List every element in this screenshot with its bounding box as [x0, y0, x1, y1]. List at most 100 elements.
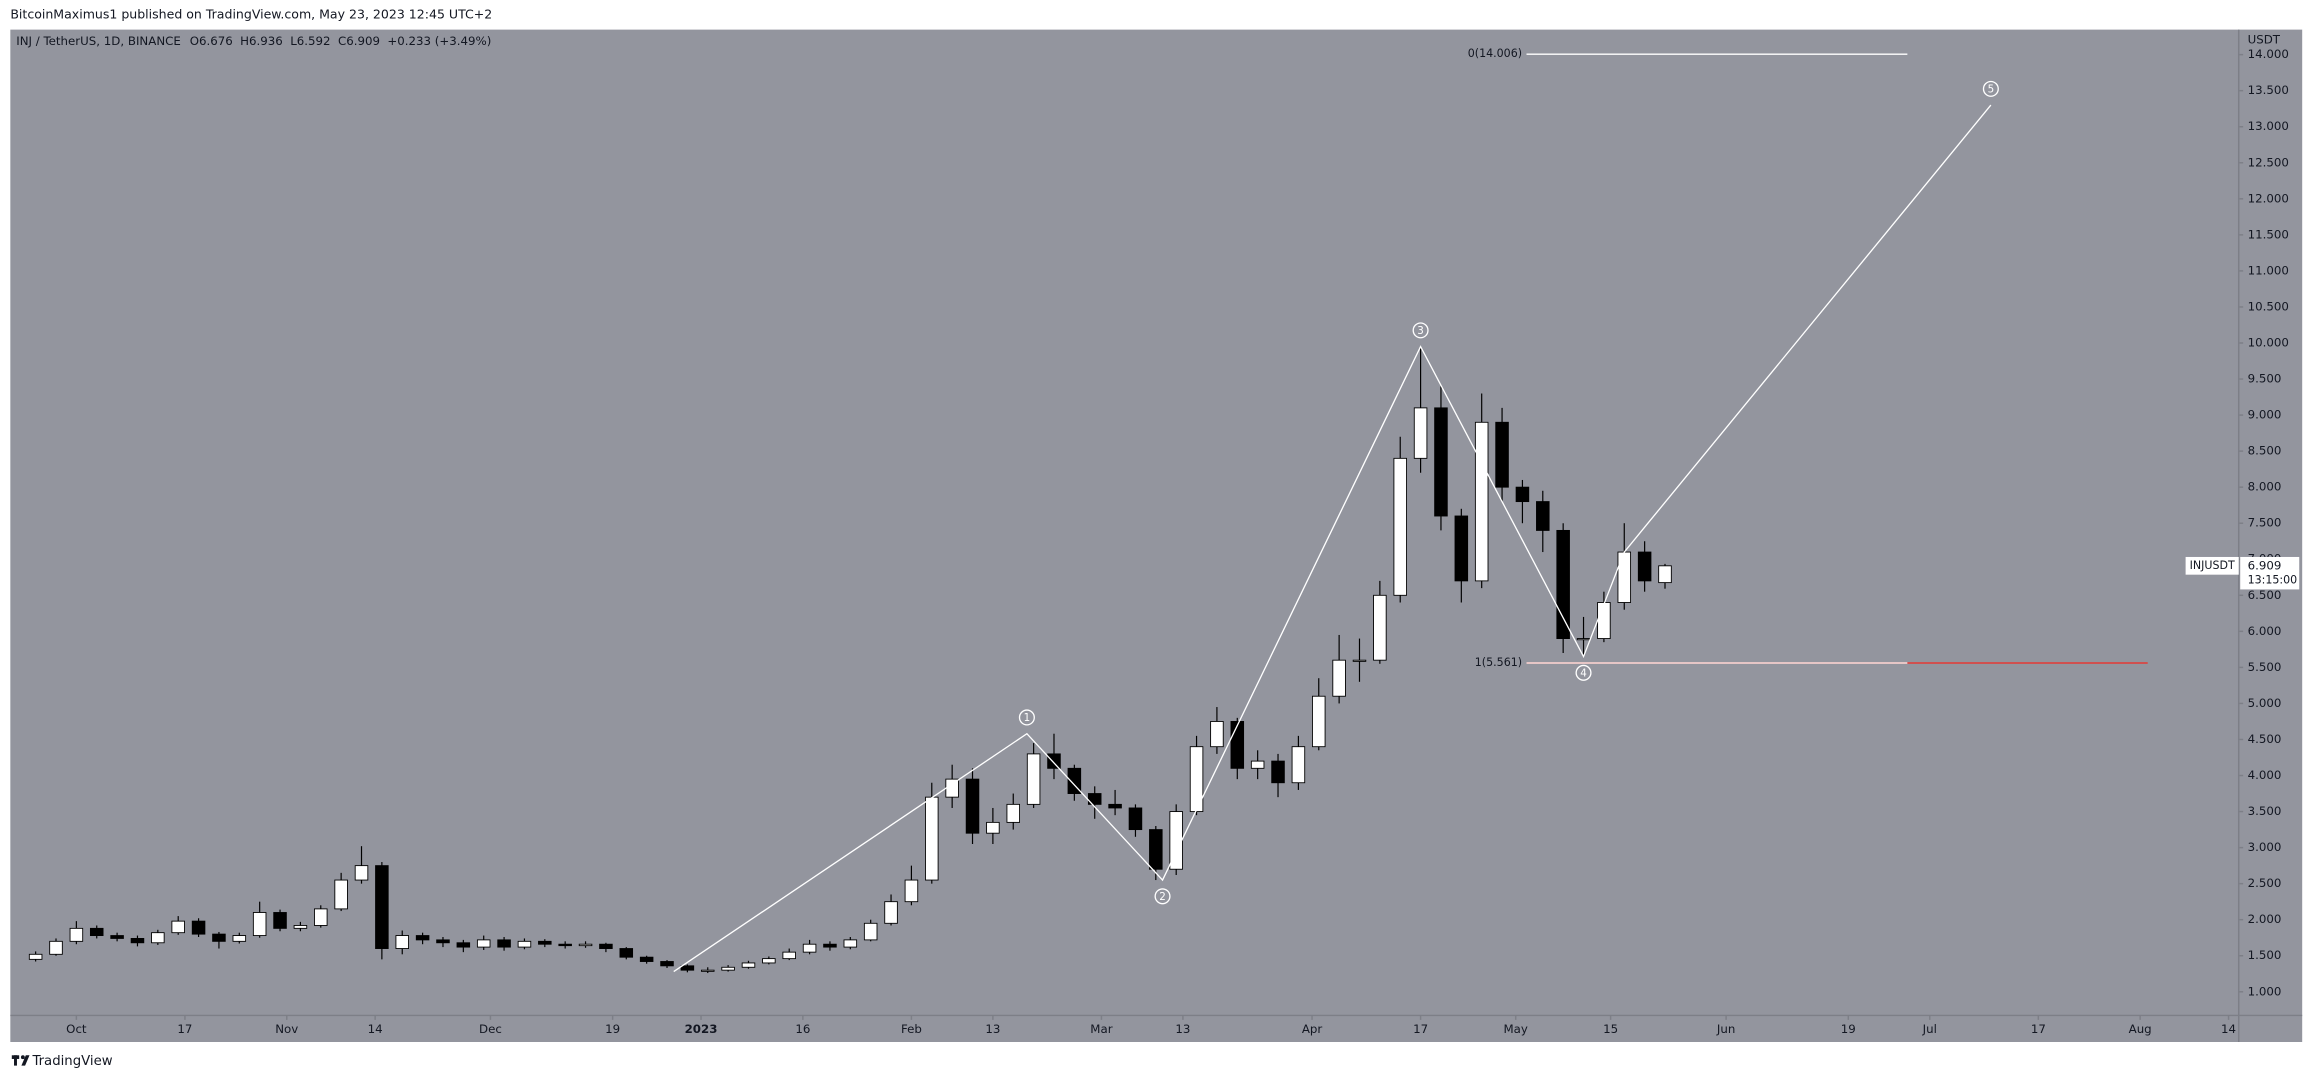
candle-body — [151, 932, 165, 944]
y-tick-label: 6.000 — [2248, 624, 2282, 638]
candle-body — [334, 879, 348, 910]
candle-body — [660, 961, 674, 967]
x-tick-label: Aug — [2129, 1022, 2152, 1036]
candle-body — [1250, 760, 1265, 769]
legend-ohlc-key: C — [338, 34, 346, 48]
candle-body — [823, 943, 837, 948]
candle-body — [1047, 753, 1061, 769]
chart-background — [10, 29, 2303, 1042]
x-tick-label: Feb — [901, 1022, 922, 1036]
candle-body — [904, 879, 919, 903]
y-tick-label: 13.000 — [2248, 119, 2289, 133]
candle-body — [1108, 803, 1122, 809]
candle-body — [1169, 811, 1183, 870]
candle-body — [273, 912, 287, 929]
candle-body — [599, 943, 613, 949]
x-tick-label: 17 — [1413, 1022, 1428, 1036]
y-tick-label: 2.500 — [2248, 876, 2282, 890]
candle-body — [741, 962, 756, 968]
candle-body — [1393, 457, 1407, 596]
candle-body — [538, 940, 552, 945]
legend-ohlc-value: 6.592 — [297, 34, 331, 48]
candle-body — [1291, 746, 1306, 784]
brand-name: TradingView — [31, 1054, 112, 1069]
legend-ohlc-key: H — [240, 34, 249, 48]
wave-label: 3 — [1417, 325, 1424, 337]
x-tick-label: 15 — [1603, 1022, 1618, 1036]
wave-label-circle — [1982, 80, 1999, 97]
x-tick-label: Jul — [1922, 1022, 1937, 1036]
candle-body — [232, 935, 247, 942]
wave-path — [673, 104, 1992, 973]
price-tag-symbol-box — [2185, 556, 2239, 575]
candle-body — [1128, 807, 1143, 831]
candle-body — [375, 865, 389, 949]
x-tick-label: 14 — [2221, 1022, 2236, 1036]
legend-ohlc-value: 6.936 — [249, 34, 283, 48]
candle-body — [28, 953, 43, 960]
candle-body — [436, 939, 450, 944]
candle-body — [69, 927, 84, 942]
x-tick-label: May — [1504, 1022, 1528, 1036]
x-tick-label: 13 — [1175, 1022, 1190, 1036]
price-tag-countdown: 13:15:00 — [2248, 574, 2298, 587]
candle-body — [415, 935, 430, 941]
candle-body — [721, 966, 735, 971]
candle-body — [1087, 793, 1102, 805]
x-tick-label: 17 — [177, 1022, 192, 1036]
candle-body — [1617, 551, 1632, 603]
candle-body — [1637, 551, 1652, 582]
candle-body — [639, 956, 654, 962]
x-tick-label: 14 — [368, 1022, 383, 1036]
x-tick-label: Jun — [1716, 1022, 1735, 1036]
candle-body — [965, 778, 980, 834]
y-tick-label: 10.500 — [2248, 299, 2289, 313]
x-tick-label: Nov — [275, 1022, 298, 1036]
candle-body — [476, 939, 491, 948]
x-tick-label: 19 — [1841, 1022, 1856, 1036]
candle-body — [171, 920, 185, 934]
wave-label-circle — [1018, 709, 1035, 726]
fib-level-label: 0(14.006) — [1468, 47, 1522, 60]
candle-body — [1006, 803, 1021, 823]
candle-body — [1515, 486, 1530, 503]
candle-body — [395, 935, 409, 949]
candle-body — [680, 965, 695, 971]
legend-ohlc-value: 6.909 — [346, 34, 380, 48]
candle-body — [49, 940, 63, 955]
candle-body — [1556, 529, 1570, 639]
x-tick-label: Apr — [1302, 1022, 1323, 1036]
x-tick-label: Oct — [66, 1022, 87, 1036]
candle-body — [782, 951, 796, 960]
price-axis-unit: USDT — [2248, 32, 2281, 46]
candle-body — [212, 933, 226, 942]
x-tick-label: Mar — [1090, 1022, 1112, 1036]
price-tag-symbol: INJUSDT — [2190, 559, 2235, 572]
tradingview-logo — [11, 1055, 30, 1066]
candle-body — [252, 912, 267, 937]
y-tick-label: 9.000 — [2248, 408, 2282, 422]
wave-label-circle — [1154, 888, 1171, 905]
candle-body — [1067, 767, 1082, 794]
y-tick-label: 8.500 — [2248, 444, 2282, 458]
candle-body — [1658, 565, 1672, 584]
candle-body — [1413, 407, 1428, 459]
candle-body — [1026, 753, 1041, 805]
legend-ohlc-key: L — [290, 34, 297, 48]
wave-label: 1 — [1024, 712, 1031, 724]
y-tick-label: 5.500 — [2248, 660, 2282, 674]
y-tick-label: 11.500 — [2248, 227, 2289, 241]
fib-level-label: 1(5.561) — [1475, 656, 1522, 669]
candle-body — [1332, 659, 1346, 697]
legend-ohlc-value: 6.676 — [199, 34, 233, 48]
y-tick-label: 4.500 — [2248, 732, 2282, 746]
y-tick-label: 3.000 — [2248, 840, 2282, 854]
candle-body — [456, 942, 471, 948]
wave-label-circle — [1412, 322, 1429, 339]
candle-body — [293, 925, 308, 929]
y-tick-label: 14.000 — [2248, 47, 2289, 61]
y-tick-label: 7.500 — [2248, 516, 2282, 530]
candle-body — [497, 939, 511, 948]
y-tick-label: 4.000 — [2248, 768, 2282, 782]
